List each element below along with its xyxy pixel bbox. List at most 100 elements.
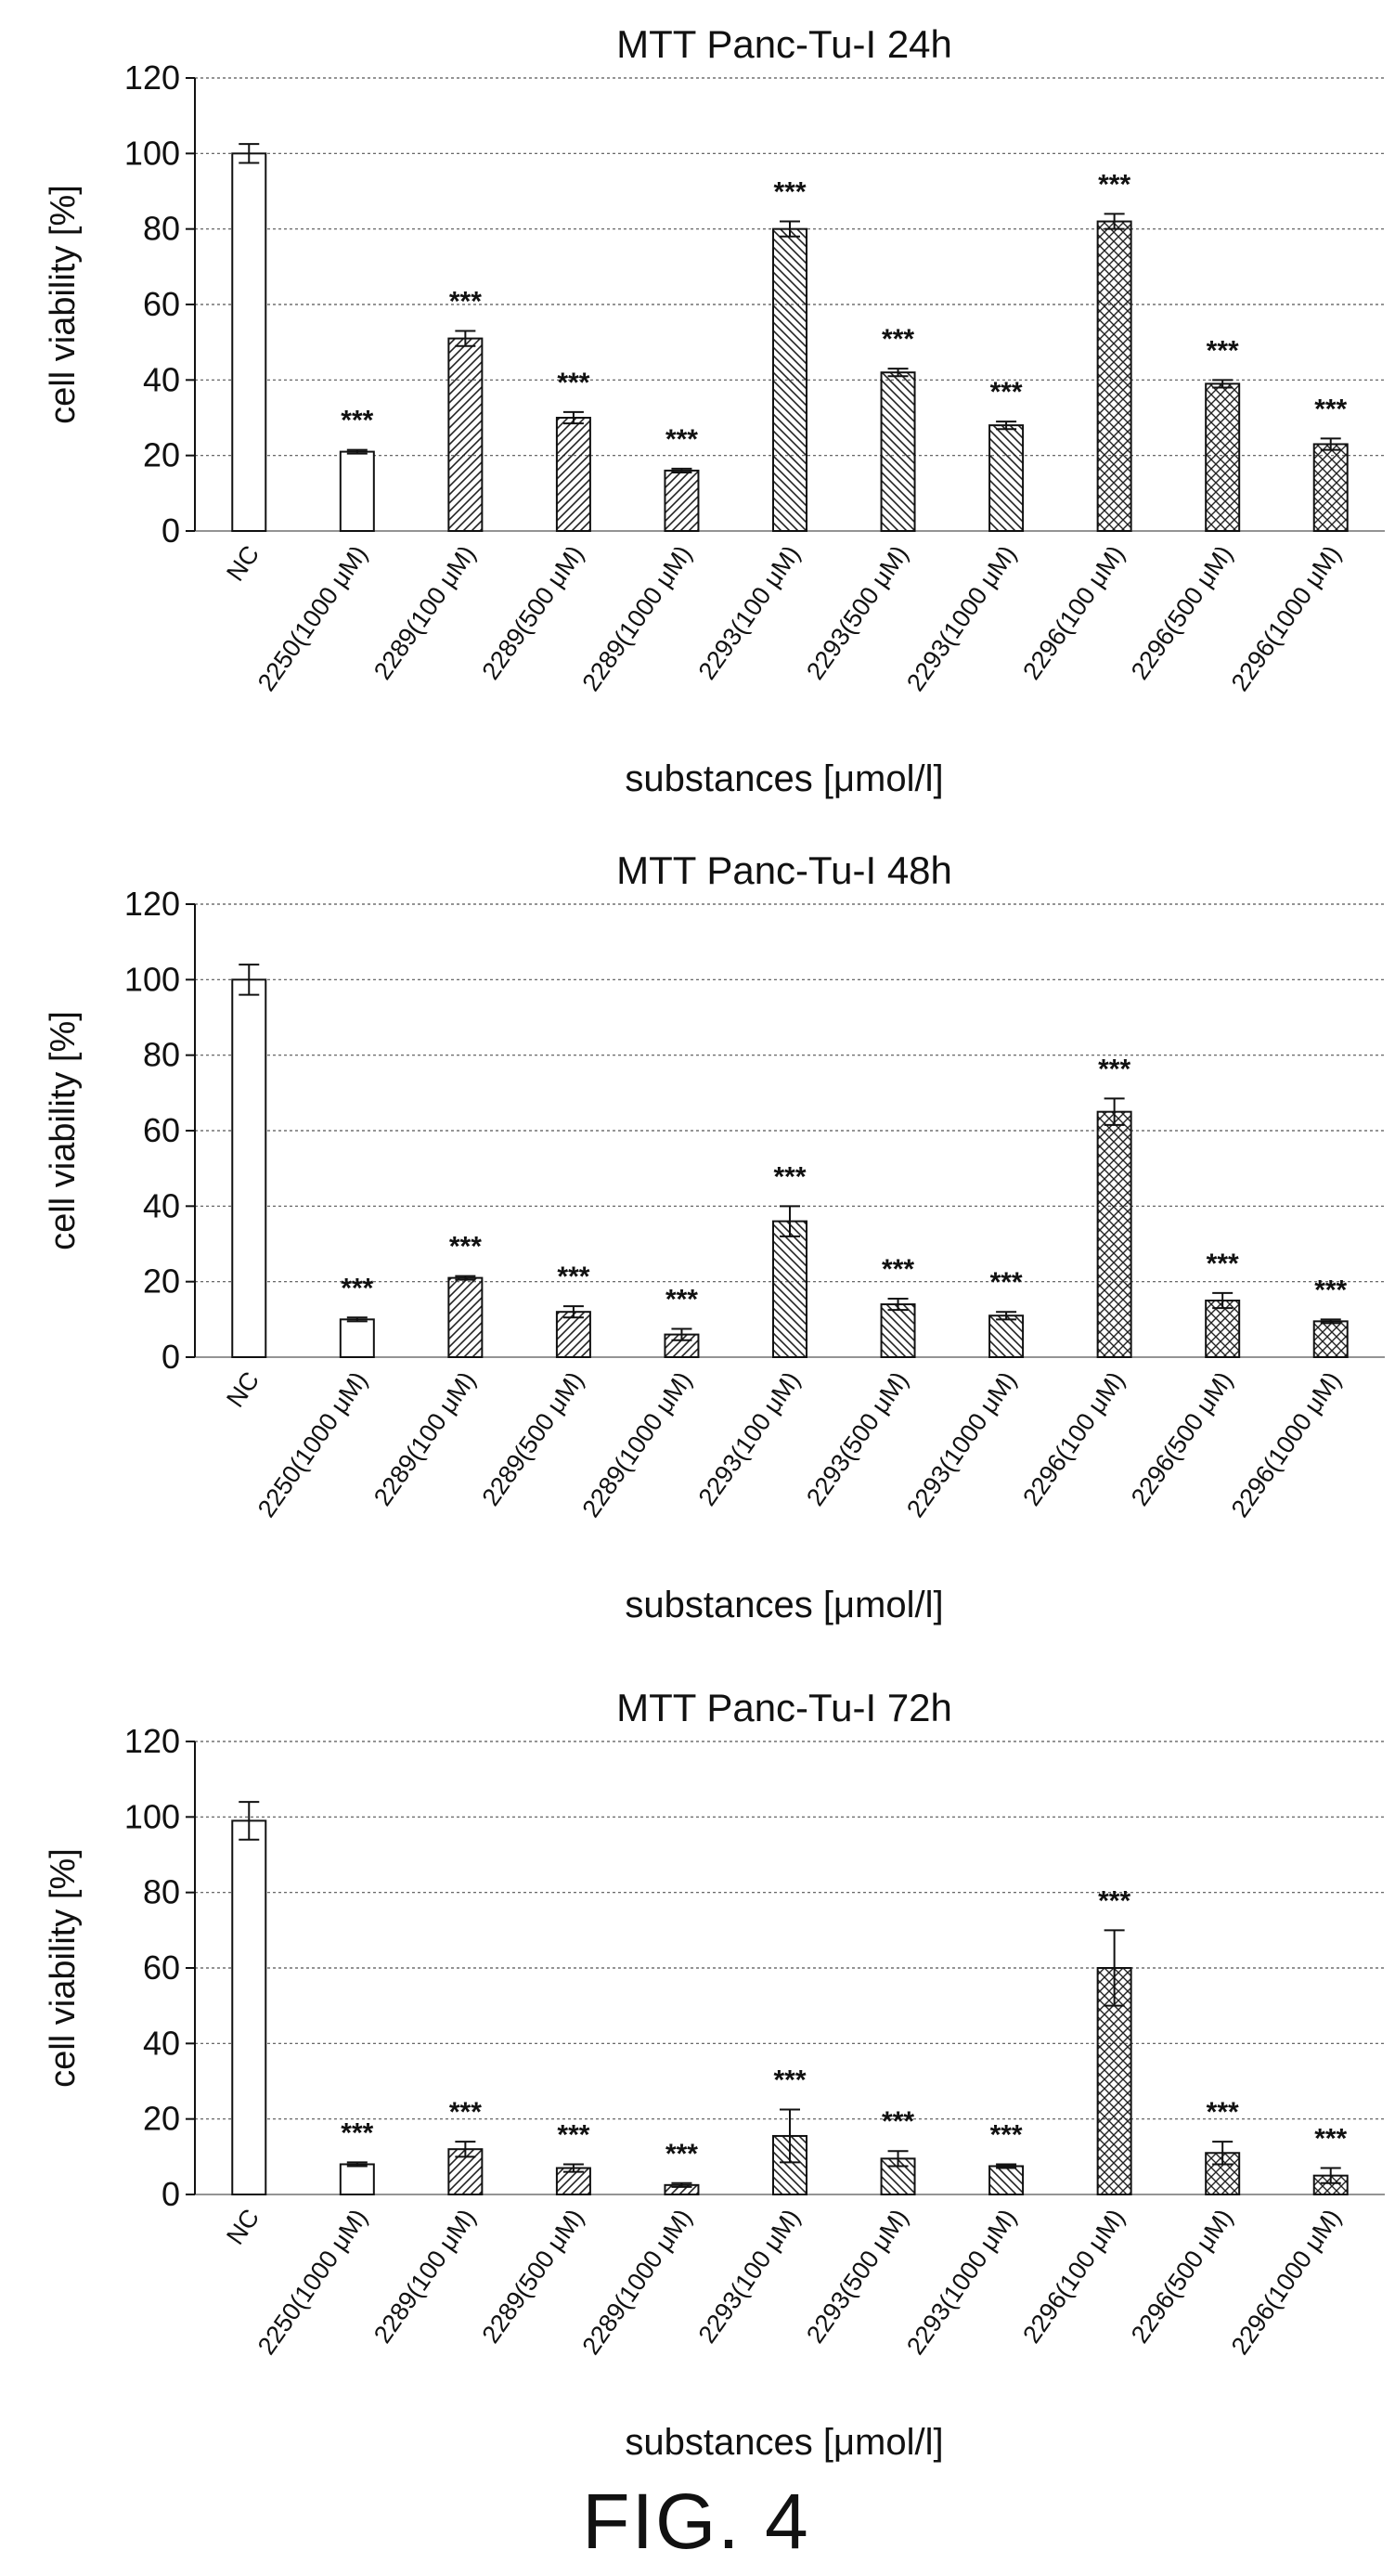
y-tick-label: 100 [124, 1797, 180, 1835]
fig-label-group: FIG. 4 [582, 2478, 809, 2565]
y-tick-label: 20 [143, 436, 180, 474]
x-tick-label: 2296(1000 μM) [1226, 540, 1347, 696]
x-tick-label: NC [221, 540, 265, 586]
significance-label: *** [449, 1232, 482, 1262]
y-axis-label: cell viability [%] [44, 1011, 83, 1250]
significance-label: *** [990, 2119, 1023, 2150]
significance-label: *** [990, 1267, 1023, 1298]
significance-label: *** [882, 324, 914, 355]
bar [1312, 1320, 1349, 1359]
chart-title: MTT Panc-Tu-I 72h [616, 1686, 952, 1729]
x-tick-label: 2289(500 μM) [477, 1366, 589, 1510]
figure-label: FIG. 4 [582, 2478, 809, 2565]
bar [447, 337, 484, 532]
x-tick-label: 2293(100 μM) [693, 540, 806, 684]
y-tick-label: 60 [143, 1111, 180, 1149]
x-tick-label: 2293(500 μM) [801, 2204, 913, 2348]
x-tick-label: 2296(500 μM) [1126, 2204, 1238, 2348]
x-tick-label: 2293(1000 μM) [901, 2204, 1022, 2360]
significance-label: *** [665, 424, 698, 455]
y-tick-label: 120 [124, 58, 180, 97]
x-tick-label: 2289(1000 μM) [576, 540, 697, 696]
y-tick-label: 80 [143, 1873, 180, 1911]
x-tick-label: 2296(1000 μM) [1226, 1366, 1347, 1522]
significance-label: *** [665, 2139, 698, 2169]
bar [772, 1220, 807, 1358]
y-tick-label: 20 [143, 2100, 180, 2138]
significance-label: *** [1207, 2097, 1239, 2128]
bar [880, 1303, 916, 1358]
significance-label: *** [557, 2119, 589, 2150]
significance-label: *** [1098, 169, 1130, 200]
significance-label: *** [449, 286, 482, 317]
bar [664, 469, 700, 532]
significance-label: *** [1314, 1275, 1347, 1305]
significance-label: *** [341, 2117, 373, 2148]
significance-label: *** [1098, 1054, 1130, 1084]
bar [231, 1819, 267, 2196]
x-tick-label: 2296(100 μM) [1017, 540, 1130, 684]
bar [339, 1318, 375, 1359]
chart-panel-3: MTT Panc-Tu-I 72h 0 20 40 60 80 100 120 cell via… [44, 1686, 1385, 2463]
x-tick-label: 2250(1000 μM) [252, 1366, 373, 1522]
bar [339, 2163, 375, 2195]
bar [988, 2165, 1025, 2195]
bar [1096, 1967, 1132, 2195]
significance-label: *** [773, 177, 806, 208]
bar [231, 978, 267, 1359]
bar [555, 2167, 591, 2196]
x-tick-label: 2289(100 μM) [368, 540, 481, 684]
x-tick-label: 2293(500 μM) [801, 540, 913, 684]
x-tick-label: 2293(1000 μM) [901, 1366, 1022, 1522]
y-tick-label: 60 [143, 1948, 180, 1987]
y-tick-label: 0 [161, 1338, 180, 1376]
x-tick-label: NC [221, 2204, 265, 2249]
bar [880, 371, 916, 533]
significance-label: *** [1207, 335, 1239, 366]
x-tick-label: 2289(1000 μM) [576, 1366, 697, 1522]
y-tick-label: 20 [143, 1262, 180, 1301]
y-tick-label: 80 [143, 1036, 180, 1074]
chart-title: MTT Panc-Tu-I 48h [616, 848, 952, 892]
x-axis-label: substances [μmol/l] [625, 2422, 943, 2463]
x-tick-label: 2250(1000 μM) [252, 540, 373, 696]
x-tick-label: 2289(100 μM) [368, 1366, 481, 1510]
significance-label: *** [773, 2065, 806, 2096]
x-tick-label: 2289(100 μM) [368, 2204, 481, 2348]
y-tick-label: 80 [143, 210, 180, 248]
x-tick-label: 2296(500 μM) [1126, 540, 1238, 684]
bar [1205, 382, 1241, 532]
x-tick-label: NC [221, 1366, 265, 1412]
x-tick-label: 2296(1000 μM) [1226, 2204, 1347, 2360]
x-tick-label: 2293(500 μM) [801, 1366, 913, 1510]
significance-label: *** [773, 1161, 806, 1192]
bar [1096, 220, 1132, 533]
y-tick-label: 40 [143, 360, 180, 398]
chart-panel-1: MTT Panc-Tu-I 24h 0 20 40 60 80 100 120 cell via… [44, 22, 1385, 799]
x-tick-label: 2293(100 μM) [693, 1366, 806, 1510]
bar [1312, 443, 1349, 533]
x-tick-label: 2293(100 μM) [693, 2204, 806, 2348]
y-tick-label: 60 [143, 285, 180, 323]
significance-label: *** [882, 2106, 914, 2137]
bar [339, 450, 375, 533]
bar [988, 1314, 1025, 1359]
bar [447, 1276, 484, 1358]
y-tick-label: 0 [161, 511, 180, 550]
y-axis-label: cell viability [%] [44, 185, 83, 424]
bar [555, 417, 591, 532]
x-tick-label: 2296(500 μM) [1126, 1366, 1238, 1510]
x-tick-label: 2289(1000 μM) [576, 2204, 697, 2360]
x-tick-label: 2250(1000 μM) [252, 2204, 373, 2360]
bar [988, 424, 1025, 532]
x-axis-label: substances [μmol/l] [625, 758, 943, 799]
y-tick-label: 120 [124, 1722, 180, 1760]
bar [555, 1311, 591, 1358]
significance-label: *** [557, 1262, 589, 1292]
significance-label: *** [1207, 1249, 1239, 1279]
y-tick-label: 120 [124, 885, 180, 923]
x-tick-label: 2289(500 μM) [477, 540, 589, 684]
x-tick-label: 2296(100 μM) [1017, 1366, 1130, 1510]
significance-label: *** [665, 1285, 698, 1315]
significance-label: *** [341, 1273, 373, 1303]
